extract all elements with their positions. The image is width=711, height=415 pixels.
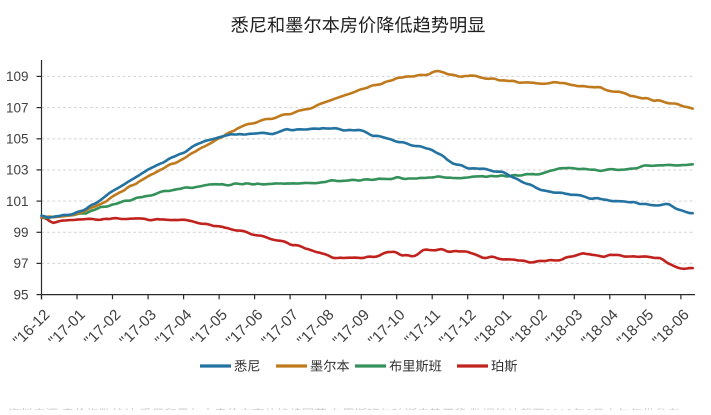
svg-text:109: 109 <box>6 69 29 84</box>
svg-text:103: 103 <box>6 163 29 178</box>
svg-text:101: 101 <box>6 194 29 209</box>
svg-text:97: 97 <box>13 256 28 271</box>
svg-text:107: 107 <box>6 100 29 115</box>
svg-text:99: 99 <box>13 225 28 240</box>
svg-text:105: 105 <box>6 132 29 147</box>
svg-text:95: 95 <box>13 287 28 302</box>
